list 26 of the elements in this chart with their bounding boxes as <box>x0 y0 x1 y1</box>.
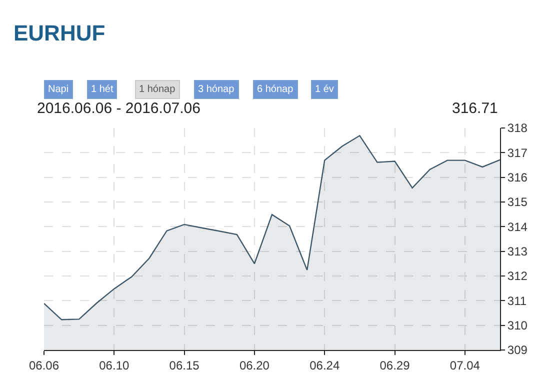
x-tick-label: 07.04 <box>450 358 480 372</box>
y-tick-label: 313 <box>507 244 528 259</box>
x-tick-label: 06.10 <box>99 358 130 372</box>
text: 1 hét <box>91 84 114 95</box>
y-tick-label: 312 <box>507 269 528 284</box>
y-tick-label: 311 <box>507 294 527 308</box>
x-tick-label: 06.29 <box>380 358 410 372</box>
text: 316.71 <box>452 100 498 117</box>
chart-title: EURHUF <box>14 20 106 46</box>
chart-subtitle: 2016.06.06 - 2016.07.06 <box>37 100 200 117</box>
text: 6 hónap <box>257 84 294 95</box>
y-tick-label: 315 <box>507 195 528 210</box>
y-tick-label: 318 <box>507 121 528 136</box>
y-tick-label: 316 <box>507 170 528 185</box>
text: Napi <box>48 84 69 95</box>
text: 1 hónap <box>139 84 176 95</box>
y-tick-label: 309 <box>507 343 528 358</box>
x-tick-label: 06.06 <box>28 358 60 372</box>
x-tick-label: 06.20 <box>239 358 270 372</box>
y-tick-label: 310 <box>507 318 528 333</box>
y-tick-label: 314 <box>507 220 528 234</box>
x-tick-label: 06.24 <box>310 358 340 372</box>
text: 1 év <box>315 84 334 95</box>
text: 3 hónap <box>198 84 235 95</box>
x-tick-label: 06.15 <box>169 358 200 372</box>
y-tick-label: 317 <box>507 146 528 160</box>
